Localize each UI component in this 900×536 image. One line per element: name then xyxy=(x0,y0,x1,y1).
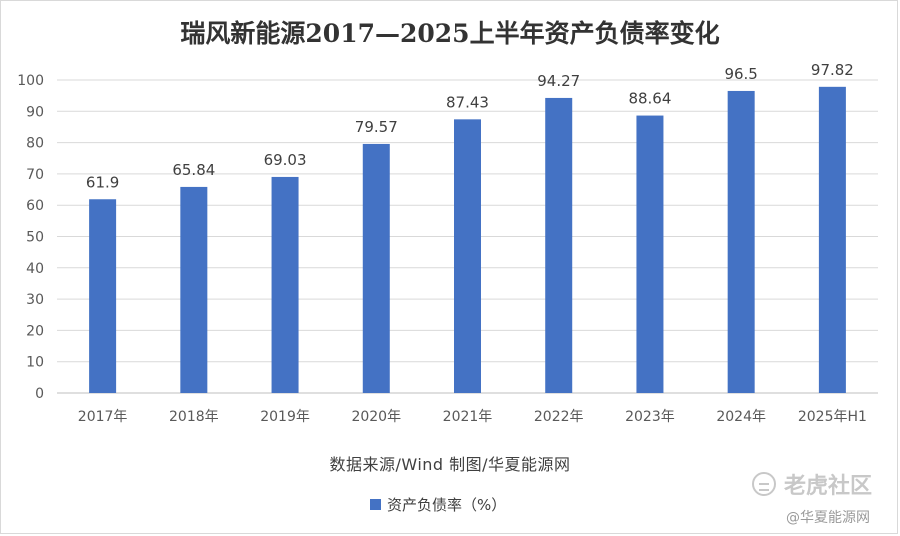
bar xyxy=(818,86,846,394)
x-tick-label: 2025年H1 xyxy=(798,409,867,425)
data-label: 87.43 xyxy=(446,93,489,111)
bar xyxy=(454,119,481,393)
y-tick-label: 0 xyxy=(35,386,44,402)
bar xyxy=(545,97,573,393)
x-tick-label: 2019年 xyxy=(260,409,310,425)
x-axis-ticks: 2017年 2018年 2019年 2020年 2021年 2022年 2023年 2024年… xyxy=(78,409,867,425)
legend: 资产负债率（%） xyxy=(370,494,506,514)
data-label: 96.5 xyxy=(724,65,757,83)
y-tick-label: 50 xyxy=(26,230,44,246)
bar xyxy=(727,90,755,393)
bars xyxy=(89,86,846,394)
data-label: 79.57 xyxy=(355,118,398,136)
y-tick-label: 100 xyxy=(17,73,44,89)
x-tick-label: 2023年 xyxy=(625,409,675,425)
x-tick-label: 2021年 xyxy=(443,409,493,425)
y-tick-label: 70 xyxy=(26,167,44,183)
y-tick-label: 40 xyxy=(26,261,44,277)
y-tick-label: 20 xyxy=(26,323,44,339)
x-tick-label: 2018年 xyxy=(169,409,219,425)
bar xyxy=(636,115,664,394)
x-tick-label: 2022年 xyxy=(534,409,584,425)
data-label: 61.9 xyxy=(86,173,119,191)
legend-swatch xyxy=(370,498,381,510)
y-tick-label: 80 xyxy=(26,136,44,152)
y-tick-label: 30 xyxy=(26,292,44,308)
data-label: 88.64 xyxy=(628,90,671,108)
y-tick-label: 10 xyxy=(26,355,44,371)
data-label: 97.82 xyxy=(811,61,854,79)
bar xyxy=(271,176,299,393)
source-note: 数据来源/Wind 制图/华夏能源网 xyxy=(329,455,571,474)
tiger-logo-icon xyxy=(752,472,776,496)
watermark-brand: 老虎社区 xyxy=(752,468,872,500)
bar xyxy=(180,186,208,393)
data-label: 69.03 xyxy=(264,151,307,169)
bar-chart: 0 10 20 30 40 50 60 70 80 90 100 61.9 65.84 69.03 79.… xyxy=(17,61,878,425)
x-tick-label: 2024年 xyxy=(716,409,766,425)
y-tick-label: 90 xyxy=(26,104,44,120)
y-axis-ticks: 0 10 20 30 40 50 60 70 80 90 100 xyxy=(17,73,44,402)
bar xyxy=(362,143,390,393)
data-label: 65.84 xyxy=(172,161,215,179)
watermark-handle: @华夏能源网 xyxy=(786,510,870,526)
data-labels: 61.9 65.84 69.03 79.57 87.43 94.27 88.64 96.5 97… xyxy=(86,61,854,191)
legend-label: 资产负债率（%） xyxy=(387,495,507,514)
y-tick-label: 60 xyxy=(26,198,44,214)
x-tick-label: 2017年 xyxy=(78,409,128,425)
chart-title: 瑞风新能源2017—2025上半年资产负债率变化 xyxy=(180,19,720,48)
data-label: 94.27 xyxy=(537,72,580,90)
x-tick-label: 2020年 xyxy=(351,409,401,425)
watermark-brand-text: 老虎社区 xyxy=(784,474,873,499)
bar xyxy=(89,199,117,393)
